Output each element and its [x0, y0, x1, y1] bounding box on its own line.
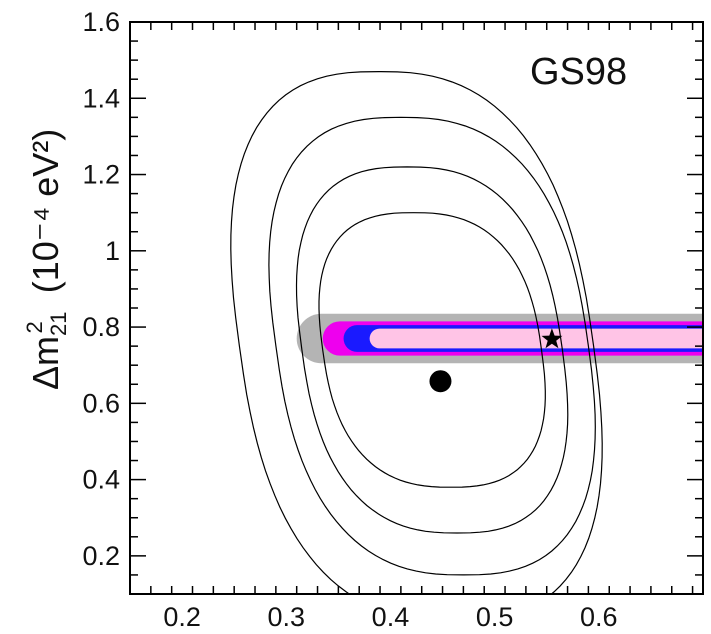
band-core — [369, 328, 703, 349]
y-tick-label: 0.2 — [82, 541, 120, 571]
x-tick-label: 0.3 — [267, 602, 305, 632]
y-tick-label: 0.8 — [82, 312, 120, 342]
ylabel-subscript: 21 — [46, 311, 71, 335]
bands-layer — [296, 313, 703, 364]
ylabel-superscript: 2 — [22, 321, 47, 333]
points-layer — [429, 328, 563, 393]
x-tick-label: 0.4 — [372, 602, 410, 632]
contour-line — [268, 116, 596, 576]
y-tick-label: 1.2 — [82, 160, 120, 190]
x-tick-labels: 0.2 0.3 0.4 0.5 0.6 — [163, 602, 617, 632]
y-tick-label: 0.6 — [82, 388, 120, 418]
x-tick-label: 0.2 — [163, 602, 201, 632]
contour-line — [318, 212, 546, 488]
y-tick-labels: 0.2 0.4 0.6 0.8 1 1.2 1.4 1.6 — [82, 7, 120, 571]
best-fit-star — [541, 328, 563, 349]
y-tick-label: 1.6 — [82, 7, 120, 37]
ylabel-prefix: Δm — [25, 336, 66, 390]
panel-label: GS98 — [530, 51, 627, 93]
x-tick-label: 0.5 — [476, 602, 514, 632]
svg-text:Δm212(10⁻⁴ eV²): Δm212 (10⁻⁴ eV²) — [22, 129, 71, 390]
contour-line — [295, 166, 569, 534]
ylabel-units: (10⁻⁴ eV²) — [25, 129, 66, 294]
y-axis-label: Δm212 (10⁻⁴ eV²) — [22, 129, 71, 390]
best-fit-dot — [429, 370, 452, 393]
y-tick-label: 1.4 — [82, 83, 120, 113]
plot-background — [130, 22, 703, 594]
contour-line — [230, 70, 603, 594]
x-tick-label: 0.6 — [580, 602, 618, 632]
y-tick-label: 0.4 — [82, 465, 120, 495]
contours-layer — [230, 70, 603, 594]
y-tick-label: 1 — [105, 236, 120, 266]
ticks-layer — [129, 21, 703, 595]
